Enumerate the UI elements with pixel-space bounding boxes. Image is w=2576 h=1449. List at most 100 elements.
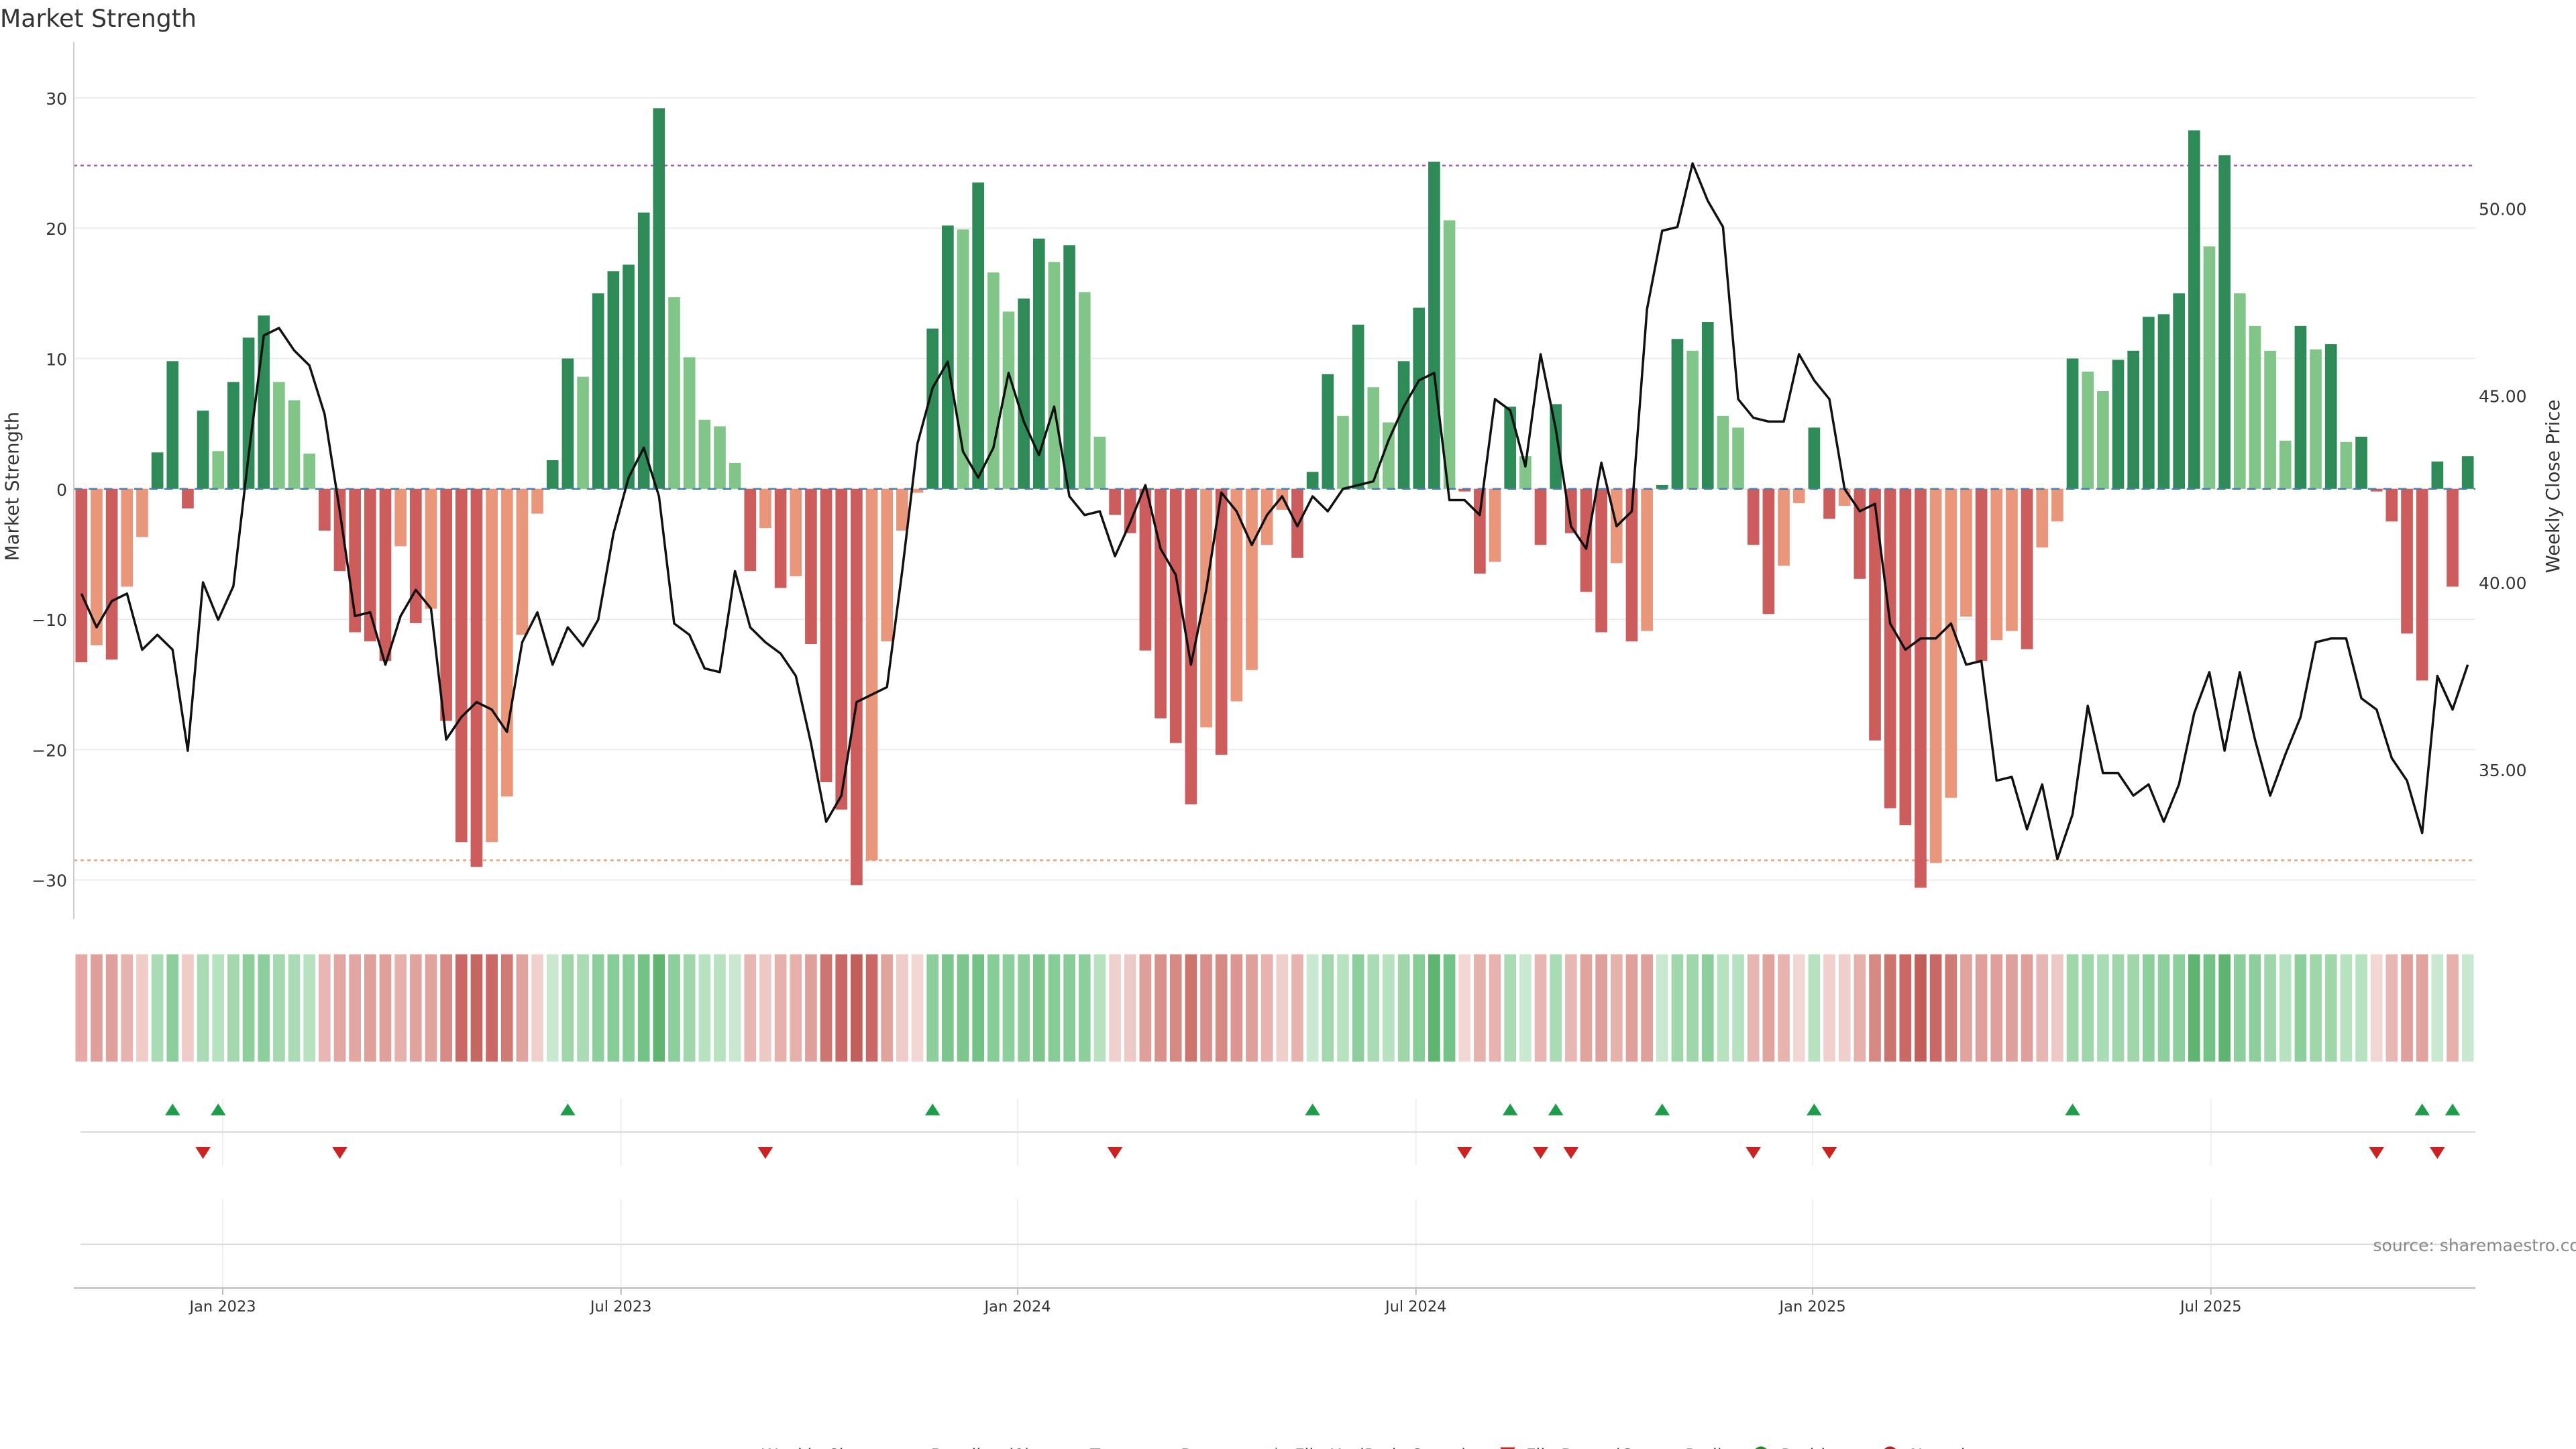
strength-bar bbox=[470, 488, 483, 867]
y2-tick-label: 50.00 bbox=[2479, 200, 2527, 219]
strip-cell bbox=[2340, 954, 2353, 1062]
flip-down-marker bbox=[332, 1147, 347, 1159]
flip-down-marker bbox=[757, 1147, 773, 1159]
strength-bar bbox=[2173, 293, 2186, 489]
flip-down-marker bbox=[2369, 1147, 2384, 1159]
strength-bar bbox=[2249, 325, 2261, 489]
strip-cell bbox=[2385, 954, 2398, 1062]
y-axis-right: 50.00 45.00 40.00 35.00 bbox=[2479, 200, 2527, 780]
strength-bar bbox=[1169, 488, 1182, 743]
strength-bar bbox=[121, 488, 133, 587]
strength-bar bbox=[1625, 488, 1638, 642]
source-note: source: sharemaestro.com bbox=[2373, 1236, 2576, 1255]
x-tick-label: Jul 2025 bbox=[2179, 1298, 2242, 1316]
strip-cell bbox=[1641, 954, 1653, 1062]
strength-bar bbox=[1428, 162, 1440, 489]
strip-cell bbox=[1580, 954, 1593, 1062]
strength-bar bbox=[2157, 314, 2170, 489]
strip-cell bbox=[592, 954, 604, 1062]
strength-bar bbox=[1109, 488, 1121, 515]
strength-bar bbox=[2218, 155, 2231, 489]
strength-bar bbox=[1701, 322, 1714, 489]
strip-cell bbox=[2324, 954, 2337, 1062]
flip-up-marker bbox=[211, 1104, 226, 1116]
flip-up-marker bbox=[1807, 1104, 1822, 1116]
strip-cell bbox=[500, 954, 513, 1062]
strip-cell bbox=[623, 954, 635, 1062]
strip-cell bbox=[987, 954, 1000, 1062]
strength-bar bbox=[273, 382, 285, 489]
flip-up-marker bbox=[1654, 1104, 1670, 1116]
strength-bar bbox=[1200, 488, 1212, 728]
strip-cell bbox=[1337, 954, 1349, 1062]
strip-cell bbox=[1778, 954, 1790, 1062]
strength-bar bbox=[1306, 472, 1319, 489]
strength-bar bbox=[1246, 488, 1258, 670]
y-tick-label: 20 bbox=[46, 219, 67, 239]
strength-bar bbox=[683, 357, 696, 489]
x-tick-label: Jul 2024 bbox=[1384, 1298, 1447, 1316]
strip-cell bbox=[273, 954, 285, 1062]
strip-cell bbox=[1671, 954, 1684, 1062]
strength-bar bbox=[1899, 488, 1912, 826]
strength-bar bbox=[1656, 484, 1668, 489]
strip-cell bbox=[197, 954, 209, 1062]
strength-bar bbox=[1124, 488, 1136, 533]
strip-cell bbox=[1063, 954, 1075, 1062]
strip-cell bbox=[744, 954, 757, 1062]
strength-bar bbox=[197, 411, 209, 489]
strength-bar bbox=[1458, 488, 1471, 492]
strength-bar bbox=[759, 488, 771, 529]
strength-bar bbox=[1823, 488, 1835, 519]
legend-label: Positive bbox=[1781, 1446, 1845, 1449]
strip-cell bbox=[151, 954, 164, 1062]
strip-cell bbox=[2310, 954, 2322, 1062]
legend-swatch bbox=[1500, 1447, 1515, 1449]
strip-cell bbox=[653, 954, 665, 1062]
chart-title: Market Strength bbox=[0, 4, 197, 33]
strength-bar bbox=[805, 488, 817, 644]
strip-cell bbox=[774, 954, 787, 1062]
strength-bar bbox=[1854, 488, 1866, 579]
strip-cell bbox=[1200, 954, 1212, 1062]
strength-bar bbox=[2143, 317, 2155, 489]
strength-bar bbox=[1185, 488, 1197, 804]
y2-tick-label: 35.00 bbox=[2479, 761, 2527, 780]
strip-cell bbox=[2112, 954, 2125, 1062]
strip-cell bbox=[319, 954, 331, 1062]
strength-bar bbox=[896, 488, 908, 531]
strength-bar bbox=[531, 488, 543, 514]
strength-bar bbox=[1778, 488, 1790, 566]
strip-cell bbox=[1686, 954, 1699, 1062]
strength-bar bbox=[1732, 427, 1744, 489]
strength-bar bbox=[1474, 488, 1486, 574]
strip-cell bbox=[1139, 954, 1152, 1062]
strength-bar bbox=[2401, 488, 2413, 634]
strip-cell bbox=[1595, 954, 1607, 1062]
strength-bar bbox=[2051, 488, 2063, 522]
strip-cell bbox=[2127, 954, 2140, 1062]
strip-cell bbox=[91, 954, 103, 1062]
strength-bar bbox=[516, 488, 529, 635]
strip-cell bbox=[698, 954, 711, 1062]
strip-cell bbox=[2188, 954, 2200, 1062]
strength-bar bbox=[592, 293, 604, 489]
strength-bar bbox=[653, 108, 665, 489]
strip-cell bbox=[2370, 954, 2383, 1062]
strength-bar bbox=[2036, 488, 2049, 548]
legend-swatch bbox=[1884, 1446, 1896, 1449]
strip-cell bbox=[212, 954, 225, 1062]
strip-cell bbox=[303, 954, 316, 1062]
flip-down-marker bbox=[1746, 1147, 1761, 1159]
strip-cell bbox=[683, 954, 696, 1062]
strip-cell bbox=[2143, 954, 2155, 1062]
strength-bar bbox=[2233, 293, 2246, 489]
strip-cell bbox=[1717, 954, 1729, 1062]
strip-cell bbox=[1291, 954, 1303, 1062]
strength-heat-strip bbox=[75, 954, 2474, 1062]
strength-bar bbox=[623, 264, 635, 489]
strength-bar bbox=[881, 488, 894, 642]
strip-cell bbox=[166, 954, 179, 1062]
strip-cell bbox=[1838, 954, 1851, 1062]
flip-up-marker bbox=[2065, 1104, 2080, 1116]
